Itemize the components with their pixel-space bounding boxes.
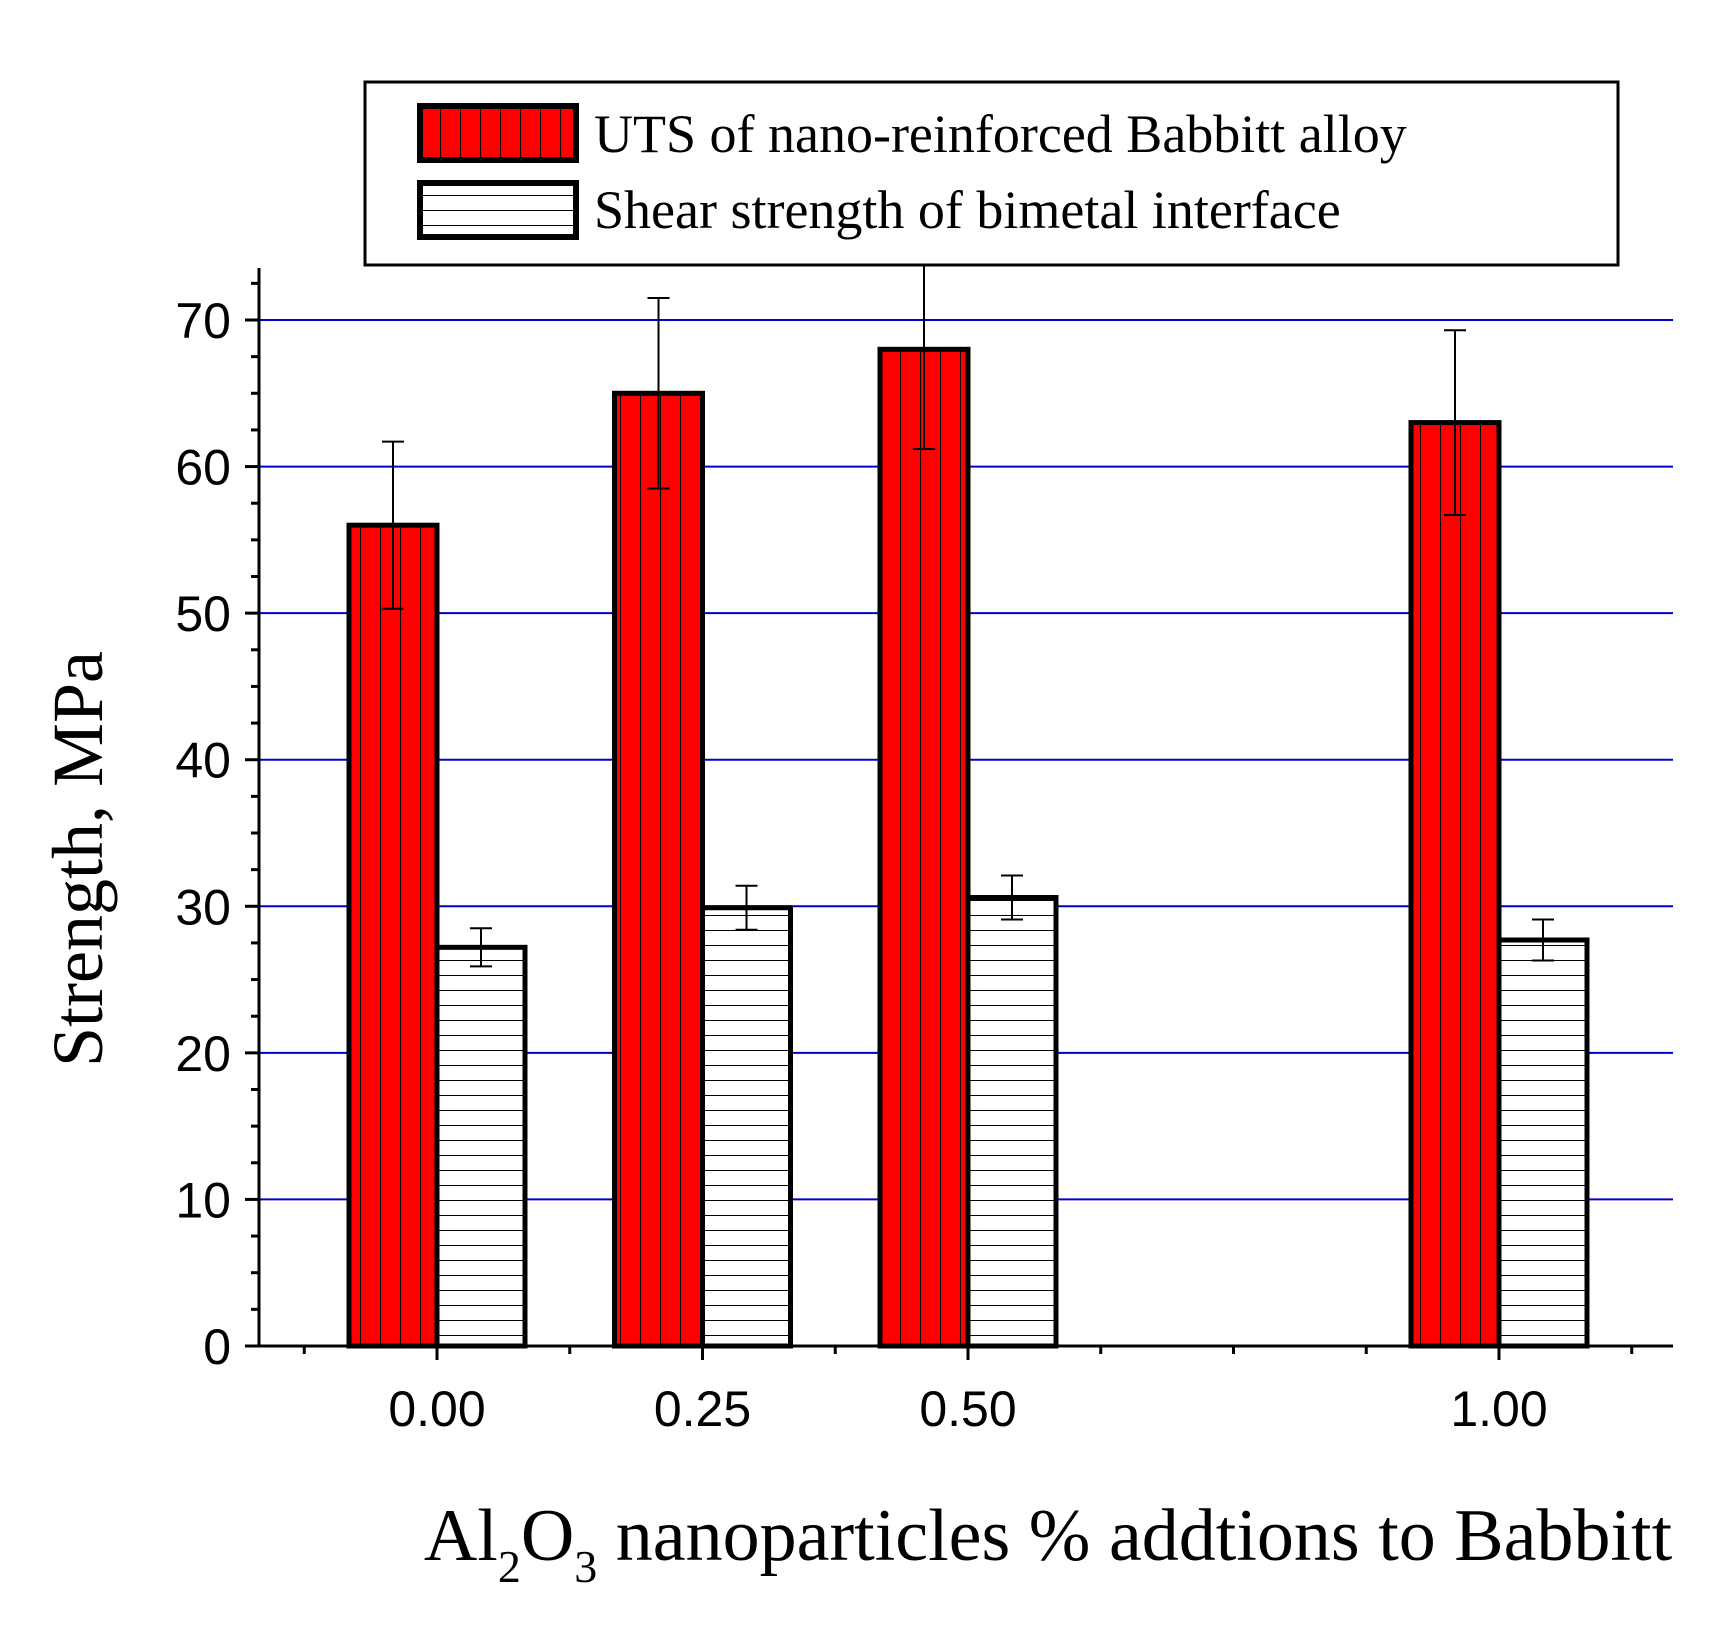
legend: UTS of nano-reinforced Babbitt alloy She… (363, 80, 1620, 267)
x-tick-label: 0.50 (919, 1381, 1016, 1437)
y-tick-label: 50 (175, 586, 231, 642)
x-axis-title-sub2: 3 (574, 1541, 597, 1592)
axes-layer: 0 10 20 30 40 50 60 70 0.00 0.25 0.50 1.00 (175, 268, 1673, 1437)
bar (1496, 937, 1590, 1349)
y-tick-label: 0 (203, 1319, 231, 1375)
y-tick-label: 40 (175, 733, 231, 789)
bar (877, 346, 971, 1349)
y-tick-label: 60 (175, 440, 231, 496)
legend-label-uts: UTS of nano-reinforced Babbitt alloy (594, 104, 1407, 164)
x-tick-label: 1.00 (1450, 1381, 1547, 1437)
y-tick-label: 70 (175, 293, 231, 349)
x-axis-title-rest: nanoparticles % addtions to Babbitt (597, 1495, 1672, 1577)
legend-swatch-shear (417, 180, 579, 240)
x-axis-title-al: Al (424, 1495, 498, 1577)
bar (700, 905, 793, 1349)
y-axis-title: Strength, MPa (38, 651, 118, 1067)
x-axis-title-o: O (521, 1495, 574, 1577)
bar (346, 522, 440, 1349)
bar (612, 390, 705, 1349)
x-axis-title-sub1: 2 (498, 1541, 521, 1592)
axis-labels: Strength, MPa Al2O3 nanoparticles % addt… (38, 651, 1673, 1592)
legend-label-shear: Shear strength of bimetal interface (594, 180, 1341, 240)
x-axis-title: Al2O3 nanoparticles % addtions to Babbit… (424, 1495, 1673, 1592)
y-tick-label: 10 (175, 1172, 231, 1228)
bar (434, 944, 528, 1349)
bar (1408, 420, 1502, 1349)
legend-swatch-uts (417, 103, 579, 163)
x-tick-label: 0.25 (654, 1381, 751, 1437)
y-tick-label: 20 (175, 1026, 231, 1082)
x-tick-label: 0.00 (388, 1381, 485, 1437)
bars-layer (346, 248, 1590, 1349)
y-tick-label: 30 (175, 879, 231, 935)
bar (965, 894, 1059, 1349)
